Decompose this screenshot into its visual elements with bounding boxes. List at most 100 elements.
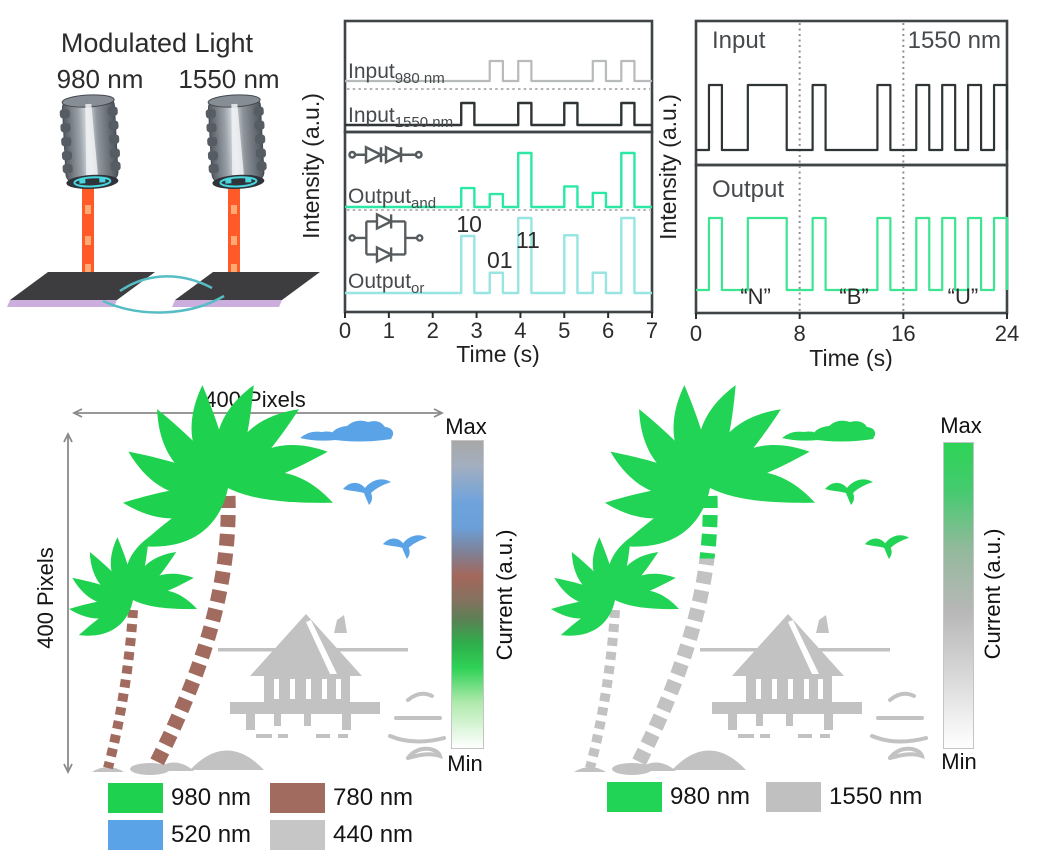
x-tick-label: 7 (646, 318, 658, 343)
trace-label-input-1550: Input1550 nm (348, 104, 453, 131)
serial-data-chart: “N” “B” “U” 0 8 16 24 Input 1550 nm Output Tim… (655, 19, 1019, 371)
palm-frond (610, 451, 710, 497)
palm-frond (191, 385, 229, 488)
palm-frond (78, 600, 133, 636)
x-tick-label: 1 (383, 318, 395, 343)
house-roof (250, 614, 362, 676)
x-tick-label: 24 (995, 321, 1019, 346)
x-tick-label: 0 (690, 321, 702, 346)
house-roof (732, 614, 844, 676)
palm-frond (639, 409, 710, 488)
bird-icon (382, 535, 428, 559)
dimension-arrows (63, 408, 445, 775)
x-tick-label: 3 (470, 318, 482, 343)
sky-elements (782, 420, 910, 559)
roof-finial (334, 615, 347, 633)
laser-aperture-ring (73, 176, 112, 188)
beach-image-multicolor (69, 385, 446, 775)
legend-item: 440 nm (270, 820, 413, 850)
palm-frond (615, 573, 676, 600)
palm-frond (710, 445, 810, 488)
palm-frond (132, 551, 177, 600)
laser-device-980 (59, 94, 121, 190)
trace-label-output-or: Outputor (348, 270, 424, 297)
palm-frond (621, 488, 710, 547)
colorbar-max-label: Max (940, 413, 982, 438)
legend-swatch (108, 783, 163, 813)
legend-label: 980 nm (171, 784, 252, 811)
palm-tree-small (69, 537, 197, 770)
legend-label: 980 nm (670, 783, 751, 810)
sand-mound (574, 767, 606, 772)
x-tick-label: 6 (602, 318, 614, 343)
house-stilt (786, 714, 793, 726)
palm-frond (89, 551, 133, 600)
encoded-letter-label: “N” (740, 284, 771, 309)
and-gate-icon (348, 145, 423, 165)
palm-frond (614, 551, 659, 600)
house-stilt (342, 714, 351, 730)
legend-swatch (108, 820, 163, 850)
colorbar-min-label: Min (941, 749, 977, 774)
x-tick-label: 0 (339, 318, 351, 343)
palm-frond (228, 445, 328, 488)
legend-item: 980 nm (108, 783, 251, 813)
beam-segment (231, 236, 237, 245)
trace-label-output-and: Outputand (348, 185, 436, 212)
palm-frond (157, 409, 228, 488)
laser-label-1550: 1550 nm (178, 64, 279, 94)
legend-label: 780 nm (333, 784, 414, 811)
logic-y-axis-label: Intensity (a.u.) (298, 93, 324, 239)
logic-state-annotation: 10 (456, 211, 482, 237)
palm-frond (227, 409, 299, 488)
beam-segment (85, 264, 91, 273)
sand-mound (612, 763, 652, 775)
sand-mound (92, 767, 124, 772)
legend-item: 1550 nm (766, 782, 922, 812)
palm-frond (128, 451, 228, 497)
laser-ribs (59, 106, 121, 174)
legend-swatch (270, 820, 325, 850)
serial-x-axis-label: Time (s) (809, 345, 892, 371)
sand-mound (130, 763, 170, 775)
laser-device-1550 (205, 94, 267, 190)
colorbar-axis-label: Current (a.u.) (980, 528, 1005, 660)
trace-serial-input (696, 83, 1009, 152)
palm-frond (709, 409, 781, 488)
width-dimension-label: 400 Pixels (204, 387, 306, 412)
palm-tree-large (605, 385, 815, 772)
bird-icon (864, 535, 910, 559)
bird-icon (825, 479, 873, 505)
chip-link-curves (102, 275, 225, 314)
beach-image-two-color (551, 385, 928, 775)
x-tick-label: 2 (427, 318, 439, 343)
legend-label: 1550 nm (829, 783, 923, 810)
house-stilt (246, 714, 255, 730)
x-tick-label: 8 (794, 321, 806, 346)
illustration-title: Modulated Light (61, 28, 254, 58)
palm-frond (133, 573, 194, 600)
stilt-house-and-shore (92, 614, 408, 775)
house-platform (230, 702, 380, 714)
trace-label-input-980: Input980 nm (348, 60, 445, 87)
x-tick-label: 5 (558, 318, 570, 343)
colorbar-axis-label: Current (a.u.) (492, 529, 517, 661)
trace-output-or (345, 216, 652, 295)
logic-state-annotation: 01 (487, 247, 513, 273)
colorbar-min-label: Min (447, 751, 483, 776)
rock-large (190, 750, 264, 770)
house-stilt (304, 714, 311, 726)
colorbar-max-label: Max (445, 414, 487, 439)
cloud-small (782, 431, 819, 441)
logic-x-axis-label: Time (s) (456, 341, 539, 367)
bird-icon (343, 479, 391, 505)
colorbar-green (943, 442, 974, 749)
water-ripples (388, 691, 446, 760)
serial-wavelength-label: 1550 nm (908, 27, 1001, 54)
legend-item: 780 nm (270, 783, 413, 813)
legend-label: 440 nm (333, 821, 414, 848)
palm-frond (554, 577, 615, 605)
palm-frond (571, 551, 615, 600)
